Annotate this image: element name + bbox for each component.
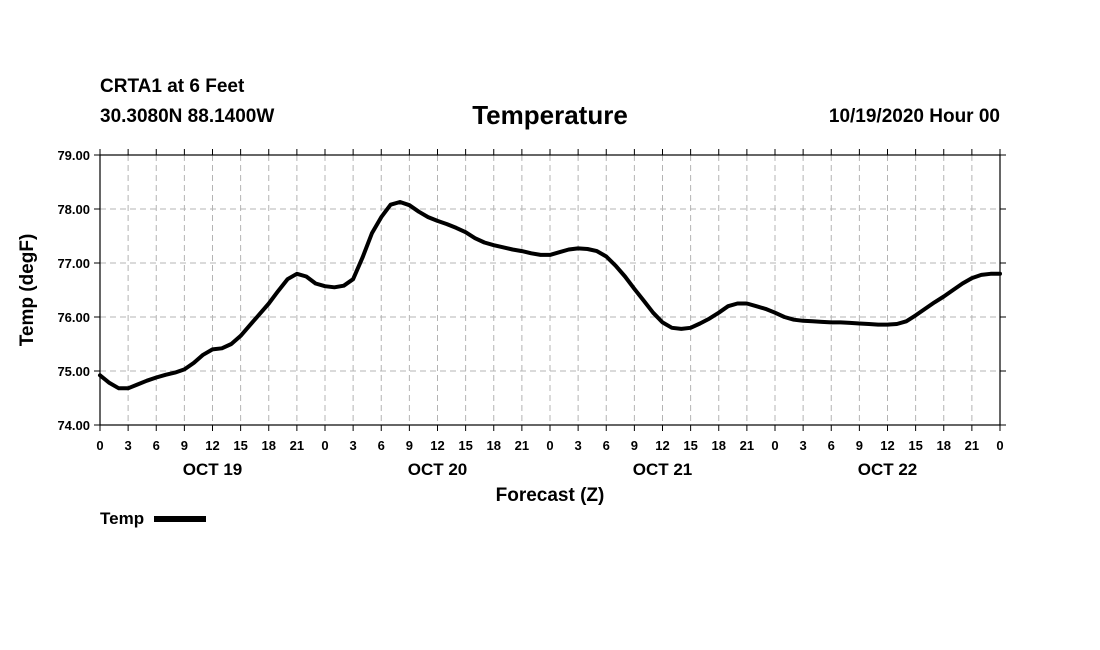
x-tick-label: 12: [655, 438, 669, 453]
y-tick-label: 78.00: [57, 202, 90, 217]
station-coordinates: 30.3080N 88.1400W: [100, 106, 275, 127]
x-tick-label: 9: [856, 438, 863, 453]
x-tick-label: 9: [631, 438, 638, 453]
x-tick-label: 0: [546, 438, 553, 453]
x-tick-label: 3: [575, 438, 582, 453]
x-tick-label: 18: [262, 438, 276, 453]
x-tick-label: 6: [153, 438, 160, 453]
x-tick-label: 15: [908, 438, 922, 453]
x-tick-label: 21: [290, 438, 304, 453]
y-axis-title: Temp (degF): [17, 234, 38, 347]
x-tick-label: 3: [125, 438, 132, 453]
legend-label: Temp: [100, 509, 145, 528]
x-tick-label: 0: [96, 438, 103, 453]
station-label: CRTA1 at 6 Feet: [100, 76, 245, 97]
x-axis-title: Forecast (Z): [496, 485, 605, 506]
x-tick-label: 21: [965, 438, 979, 453]
x-tick-label: 6: [378, 438, 385, 453]
x-tick-label: 0: [996, 438, 1003, 453]
legend-line-swatch: [154, 516, 207, 522]
x-tick-label: 6: [603, 438, 610, 453]
x-tick-label: 0: [771, 438, 778, 453]
x-tick-label: 6: [828, 438, 835, 453]
legend: Temp: [100, 509, 207, 529]
x-day-label: OCT 19: [183, 460, 243, 479]
x-tick-label: 21: [515, 438, 529, 453]
x-tick-label: 18: [487, 438, 501, 453]
x-tick-label: 15: [458, 438, 472, 453]
y-tick-label: 74.00: [57, 418, 90, 433]
x-tick-label: 9: [406, 438, 413, 453]
x-tick-label: 21: [740, 438, 754, 453]
x-day-label: OCT 21: [633, 460, 693, 479]
x-tick-label: 9: [181, 438, 188, 453]
y-tick-label: 77.00: [57, 256, 90, 271]
y-tick-label: 75.00: [57, 364, 90, 379]
y-tick-label: 76.00: [57, 310, 90, 325]
x-tick-label: 18: [712, 438, 726, 453]
chart-title: Temperature: [472, 100, 628, 130]
x-tick-label: 0: [321, 438, 328, 453]
x-tick-label: 18: [937, 438, 951, 453]
series-line-temp: [98, 200, 1002, 391]
x-tick-label: 12: [430, 438, 444, 453]
x-tick-label: 15: [683, 438, 697, 453]
x-day-label: OCT 20: [408, 460, 468, 479]
plot-frame: [99, 154, 1001, 426]
x-tick-label: 3: [350, 438, 357, 453]
x-tick-label: 12: [205, 438, 219, 453]
x-tick-label: 15: [233, 438, 247, 453]
x-tick-label: 12: [880, 438, 894, 453]
forecast-datetime: 10/19/2020 Hour 00: [828, 106, 1000, 127]
x-tick-label: 3: [800, 438, 807, 453]
y-tick-label: 79.00: [57, 148, 90, 163]
x-day-label: OCT 22: [858, 460, 918, 479]
